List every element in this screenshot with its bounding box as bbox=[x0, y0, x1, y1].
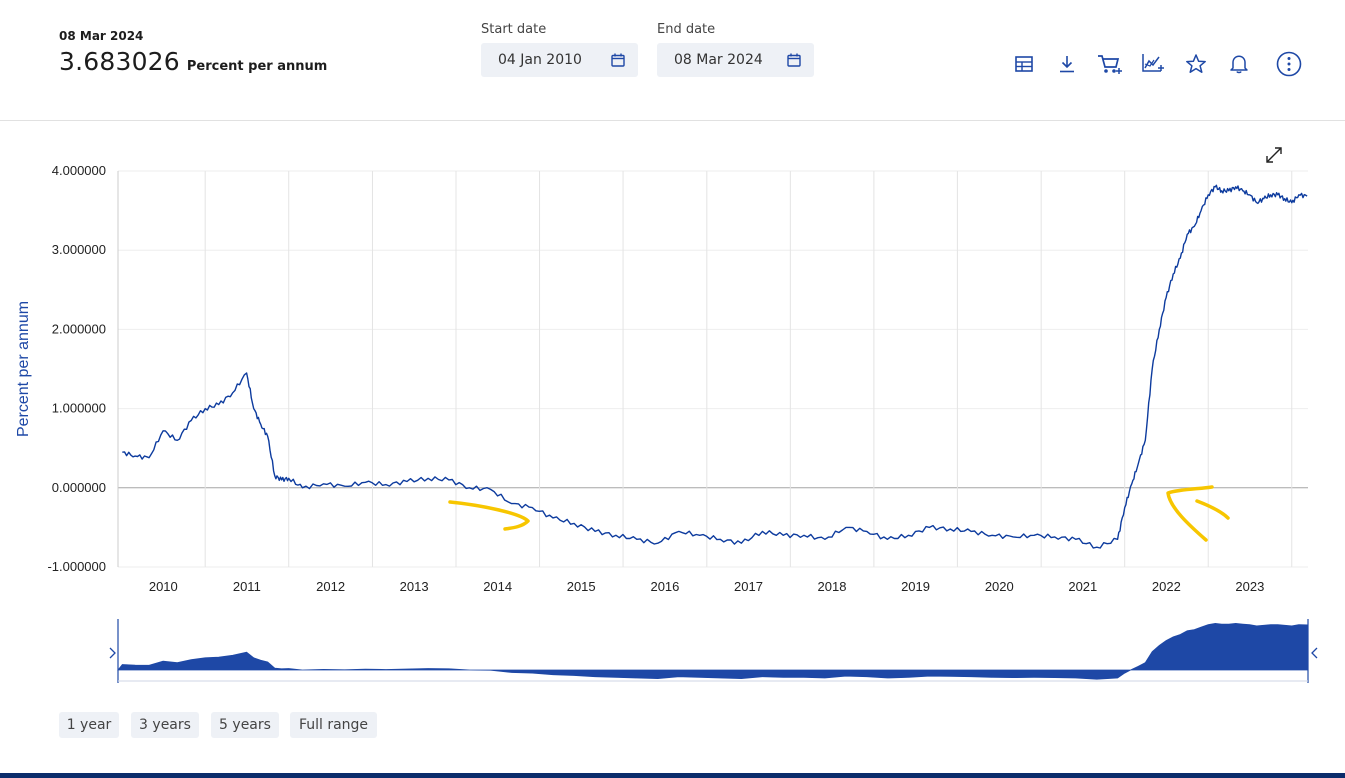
end-date-value: 08 Mar 2024 bbox=[674, 52, 763, 68]
range-1-year-button[interactable]: 1 year bbox=[59, 712, 119, 738]
range-5-years-button[interactable]: 5 years bbox=[211, 712, 279, 738]
x-tick-label: 2018 bbox=[818, 579, 847, 594]
chart-compare-icon bbox=[1142, 54, 1164, 72]
star-icon bbox=[1186, 54, 1206, 73]
current-value-row: 3.683026 Percent per annum bbox=[59, 47, 327, 76]
start-date-group: Start date 04 Jan 2010 bbox=[481, 22, 638, 77]
annotation-arrow-left bbox=[448, 500, 530, 531]
table-view-button[interactable] bbox=[1010, 50, 1038, 78]
x-axis-ticks: 2010 2011 2012 2013 2014 2015 2016 2017 2018 2019… bbox=[149, 579, 1264, 594]
x-tick-label: 2015 bbox=[567, 579, 596, 594]
y-tick-label: -1.000000 bbox=[47, 559, 106, 574]
end-date-picker[interactable]: 08 Mar 2024 bbox=[657, 43, 814, 77]
x-tick-label: 2016 bbox=[650, 579, 679, 594]
compare-series-button[interactable] bbox=[1139, 50, 1167, 78]
start-date-label: Start date bbox=[481, 22, 547, 37]
series-line bbox=[122, 184, 1308, 549]
y-tick-label: 1.000000 bbox=[52, 401, 106, 416]
current-value: 3.683026 bbox=[59, 47, 180, 76]
footer-bar bbox=[0, 773, 1345, 778]
end-date-label: End date bbox=[657, 22, 716, 37]
x-tick-label: 2010 bbox=[149, 579, 178, 594]
cart-add-icon bbox=[1098, 55, 1122, 74]
header-bar: 08 Mar 2024 3.683026 Percent per annum S… bbox=[0, 0, 1345, 121]
start-date-picker[interactable]: 04 Jan 2010 bbox=[481, 43, 638, 77]
table-icon bbox=[1015, 56, 1033, 72]
y-axis-label: Percent per annum bbox=[15, 301, 32, 437]
start-date-value: 04 Jan 2010 bbox=[498, 52, 582, 68]
current-unit: Percent per annum bbox=[186, 59, 328, 74]
navigator-left-handle[interactable] bbox=[109, 647, 116, 659]
download-icon bbox=[1060, 56, 1074, 73]
calendar-icon[interactable] bbox=[611, 53, 625, 67]
x-tick-label: 2014 bbox=[483, 579, 512, 594]
y-axis-ticks: 4.000000 3.000000 2.000000 1.000000 0.000000… bbox=[47, 163, 106, 574]
add-to-cart-button[interactable] bbox=[1096, 50, 1124, 78]
x-tick-label: 2021 bbox=[1068, 579, 1097, 594]
expand-chart-icon[interactable] bbox=[1266, 147, 1282, 163]
y-tick-label: 4.000000 bbox=[52, 163, 106, 178]
chart-area: 4.000000 3.000000 2.000000 1.000000 0.000000… bbox=[0, 121, 1345, 701]
annotation-arrow-right bbox=[1166, 485, 1214, 542]
bell-icon bbox=[1230, 55, 1248, 74]
notification-button[interactable] bbox=[1225, 50, 1253, 78]
y-tick-label: 2.000000 bbox=[52, 321, 106, 336]
y-tick-label: 3.000000 bbox=[52, 242, 106, 257]
more-options-icon bbox=[1276, 51, 1302, 77]
grid-lines bbox=[117, 170, 1308, 568]
range-3-years-button[interactable]: 3 years bbox=[131, 712, 199, 738]
range-full-button[interactable]: Full range bbox=[290, 712, 377, 738]
navigator-area bbox=[117, 622, 1309, 680]
x-tick-label: 2017 bbox=[734, 579, 763, 594]
annotation-stroke bbox=[1195, 499, 1230, 520]
x-tick-label: 2020 bbox=[985, 579, 1014, 594]
x-tick-label: 2022 bbox=[1152, 579, 1181, 594]
navigator-right-handle[interactable] bbox=[1311, 647, 1318, 659]
x-tick-label: 2019 bbox=[901, 579, 930, 594]
y-tick-label: 0.000000 bbox=[52, 480, 106, 495]
x-tick-label: 2013 bbox=[400, 579, 429, 594]
more-options-button[interactable] bbox=[1275, 50, 1303, 78]
range-navigator[interactable] bbox=[109, 619, 1318, 683]
toolbar bbox=[1008, 50, 1308, 78]
current-date: 08 Mar 2024 bbox=[59, 29, 144, 43]
x-tick-label: 2012 bbox=[316, 579, 345, 594]
favorite-button[interactable] bbox=[1182, 50, 1210, 78]
end-date-group: End date 08 Mar 2024 bbox=[657, 22, 814, 77]
x-tick-label: 2023 bbox=[1235, 579, 1264, 594]
x-tick-label: 2011 bbox=[233, 579, 261, 594]
line-chart[interactable]: 4.000000 3.000000 2.000000 1.000000 0.000000… bbox=[0, 121, 1345, 701]
calendar-icon[interactable] bbox=[787, 53, 801, 67]
download-button[interactable] bbox=[1053, 50, 1081, 78]
